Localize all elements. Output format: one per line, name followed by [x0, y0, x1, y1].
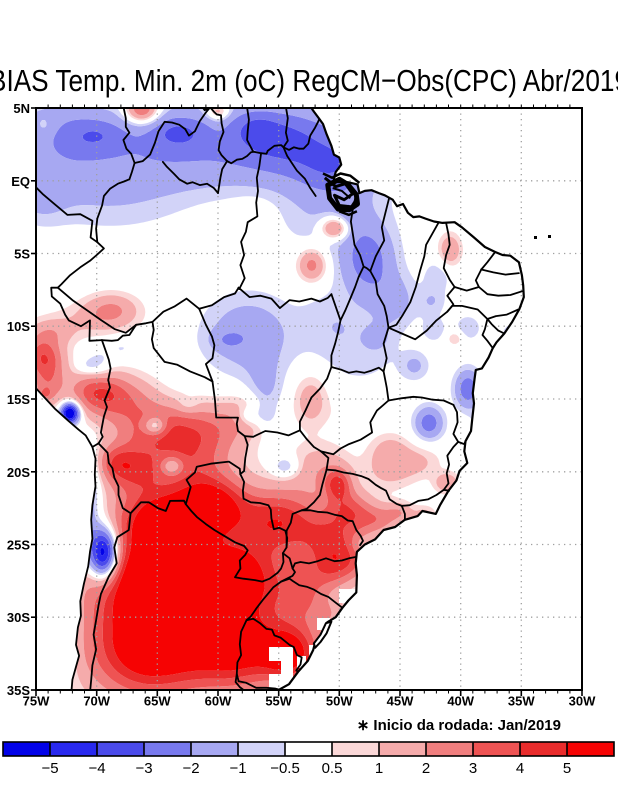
svg-text:−4: −4 [88, 760, 105, 777]
svg-text:5: 5 [563, 760, 571, 777]
svg-text:10S: 10S [7, 319, 30, 334]
svg-text:40W: 40W [447, 694, 474, 709]
svg-text:−1: −1 [229, 760, 246, 777]
svg-text:0.5: 0.5 [322, 760, 343, 777]
svg-text:70W: 70W [83, 694, 110, 709]
svg-text:4: 4 [516, 760, 524, 777]
svg-text:EQ: EQ [11, 174, 30, 189]
svg-text:−3: −3 [135, 760, 152, 777]
svg-text:55W: 55W [265, 694, 292, 709]
svg-text:15S: 15S [7, 392, 30, 407]
svg-text:1: 1 [375, 760, 383, 777]
svg-text:20S: 20S [7, 465, 30, 480]
svg-text:2: 2 [422, 760, 430, 777]
svg-text:45W: 45W [387, 694, 414, 709]
svg-text:35W: 35W [508, 694, 535, 709]
svg-text:BIAS Temp. Min. 2m (oC) RegCM−: BIAS Temp. Min. 2m (oC) RegCM−Obs(CPC) A… [0, 63, 618, 98]
svg-text:50W: 50W [326, 694, 353, 709]
svg-text:25S: 25S [7, 538, 30, 553]
svg-text:∗ Inicio da rodada: Jan/2019: ∗ Inicio da rodada: Jan/2019 [357, 717, 561, 734]
svg-text:3: 3 [469, 760, 477, 777]
svg-text:−0.5: −0.5 [270, 760, 300, 777]
svg-text:30S: 30S [7, 610, 30, 625]
svg-text:75W: 75W [23, 694, 50, 709]
svg-text:35S: 35S [7, 683, 30, 698]
svg-text:60W: 60W [205, 694, 232, 709]
svg-text:5N: 5N [13, 101, 30, 116]
svg-text:−2: −2 [182, 760, 199, 777]
svg-text:65W: 65W [144, 694, 171, 709]
svg-text:30W: 30W [569, 694, 596, 709]
svg-text:5S: 5S [14, 247, 30, 262]
svg-text:−5: −5 [41, 760, 58, 777]
